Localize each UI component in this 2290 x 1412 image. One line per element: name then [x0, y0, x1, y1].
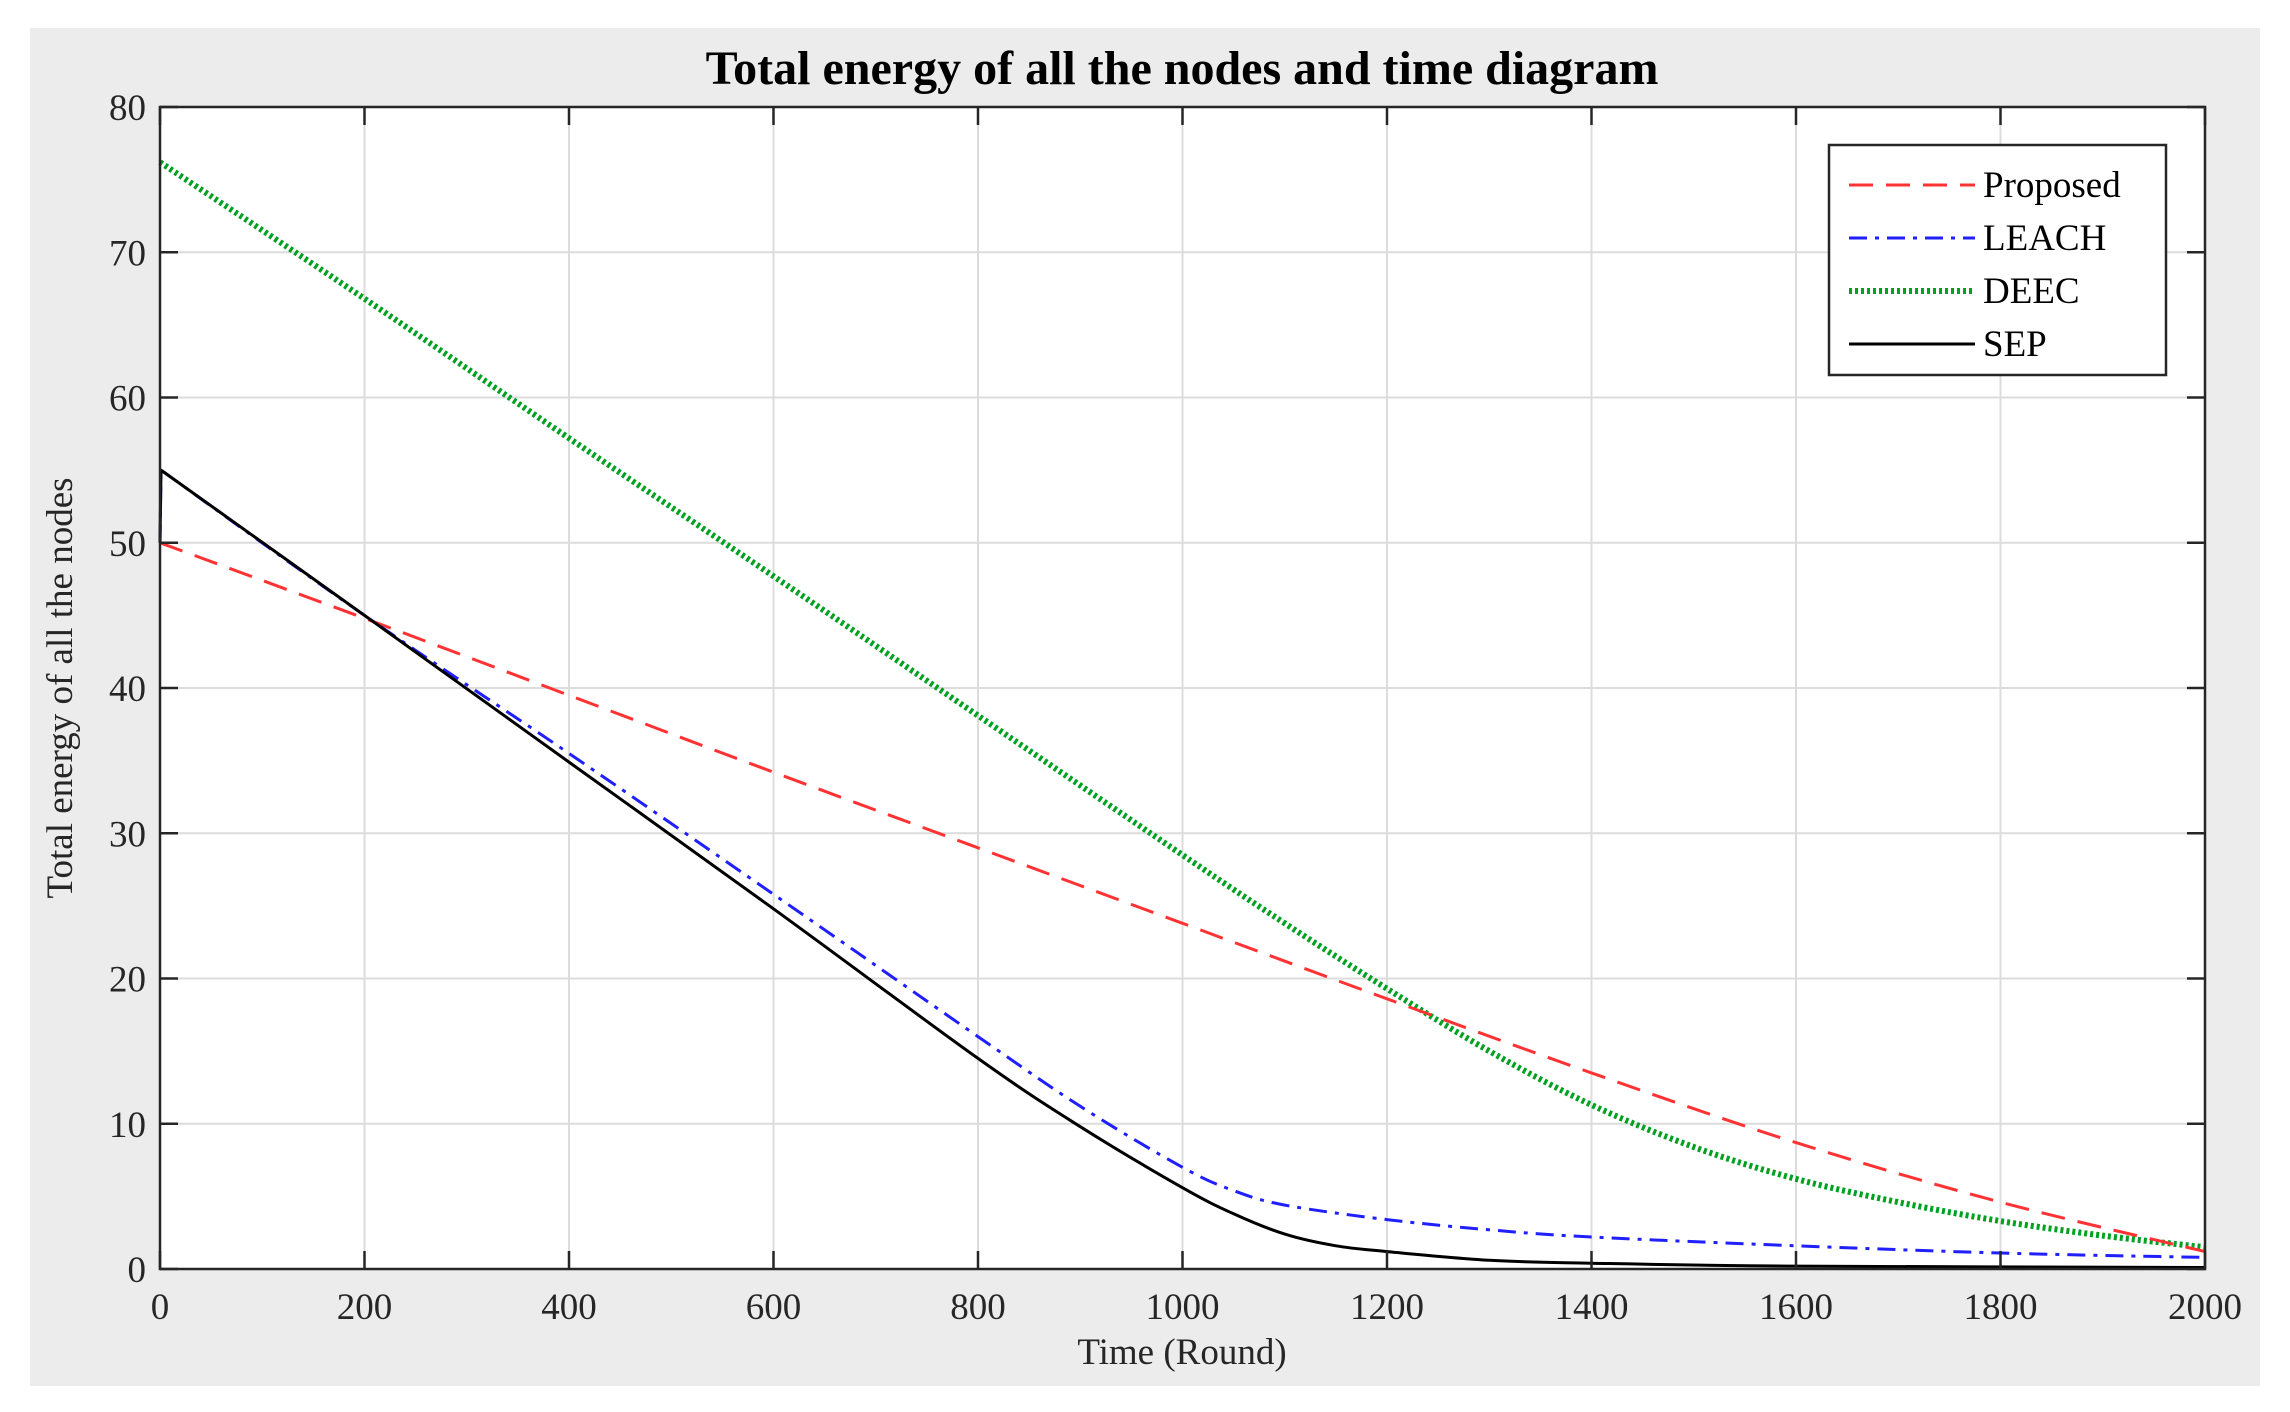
legend-label-leach: LEACH — [1983, 218, 2106, 259]
y-tick-labels: 0 10 20 30 40 50 60 70 80 — [109, 88, 146, 1291]
x-tick-label: 200 — [337, 1287, 393, 1328]
x-tick-label: 400 — [541, 1287, 597, 1328]
series-line-leach — [158, 468, 2206, 1259]
x-tick-label: 1400 — [1555, 1287, 1629, 1328]
series-line-proposed — [159, 541, 2206, 1254]
y-tick-label: 60 — [109, 379, 146, 420]
series-line-sep — [158, 468, 2206, 1269]
tick-marks — [158, 105, 2207, 1271]
x-tick-label: 2000 — [2168, 1287, 2242, 1328]
y-tick-label: 0 — [128, 1250, 147, 1291]
y-axis-title: Total energy of all the nodes — [40, 477, 81, 898]
x-tick-label: 1800 — [1964, 1287, 2038, 1328]
series-layer — [158, 159, 2206, 1269]
x-tick-labels: 0 200 400 600 800 1000 1200 1400 1600 1800 2000 — [151, 1287, 2242, 1328]
chart-title: Total energy of all the nodes and time d… — [706, 42, 1659, 95]
y-tick-label: 30 — [109, 814, 146, 855]
y-tick-label: 80 — [109, 88, 146, 129]
y-tick-label: 70 — [109, 233, 146, 274]
legend[interactable]: Proposed LEACH DEEC SEP — [1827, 143, 2168, 377]
y-tick-label: 40 — [109, 669, 146, 710]
x-axis-title: Time (Round) — [1077, 1332, 1286, 1373]
legend-label-deec: DEEC — [1983, 271, 2080, 312]
x-tick-label: 600 — [746, 1287, 802, 1328]
x-tick-label: 800 — [950, 1287, 1006, 1328]
x-tick-label: 1000 — [1146, 1287, 1220, 1328]
y-tick-label: 20 — [109, 960, 146, 1001]
legend-label-sep: SEP — [1983, 324, 2047, 365]
x-tick-label: 1200 — [1350, 1287, 1424, 1328]
series-line-deec — [158, 159, 2206, 1251]
y-tick-label: 10 — [109, 1105, 146, 1146]
y-tick-label: 50 — [109, 524, 146, 565]
legend-box — [1827, 143, 2168, 377]
x-tick-label: 0 — [151, 1287, 170, 1328]
x-tick-label: 1600 — [1759, 1287, 1833, 1328]
legend-label-proposed: Proposed — [1983, 165, 2121, 206]
